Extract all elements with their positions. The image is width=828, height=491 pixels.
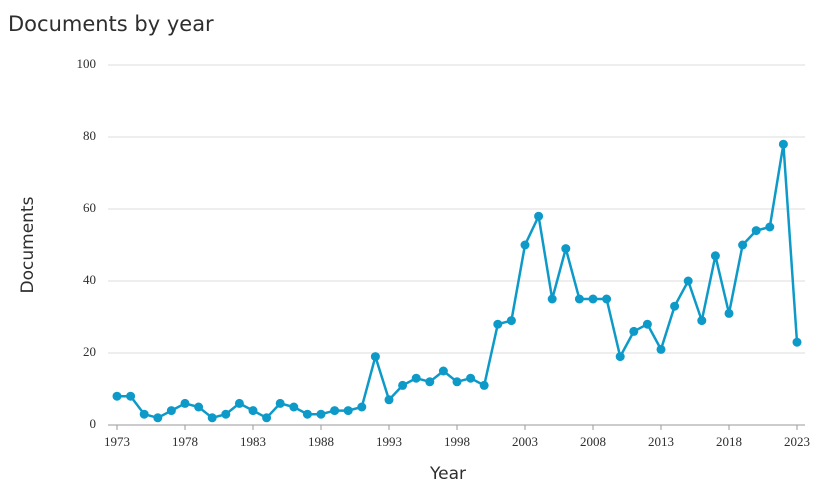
- data-point: [234, 398, 244, 408]
- x-tick-label: 2008: [580, 434, 606, 449]
- x-tick-label: 2013: [648, 434, 674, 449]
- data-point: [792, 337, 802, 347]
- data-point: [153, 413, 163, 423]
- data-point: [670, 301, 680, 311]
- x-tick-label: 1978: [172, 434, 198, 449]
- data-point: [534, 211, 544, 221]
- data-point: [629, 326, 639, 336]
- data-point: [343, 406, 353, 416]
- y-tick-label: 100: [77, 56, 97, 71]
- data-point: [615, 352, 625, 362]
- data-point: [697, 316, 707, 326]
- data-point: [506, 316, 516, 326]
- data-point: [751, 226, 761, 236]
- x-tick-label: 1988: [308, 434, 334, 449]
- data-point: [452, 377, 462, 387]
- data-point: [738, 240, 748, 250]
- data-point: [547, 294, 557, 304]
- data-point: [166, 406, 176, 416]
- data-point: [139, 409, 149, 419]
- y-axis-label: Documents: [18, 196, 38, 293]
- data-point: [221, 409, 231, 419]
- data-point: [398, 380, 408, 390]
- data-point: [479, 380, 489, 390]
- data-point: [370, 352, 380, 362]
- data-point: [411, 373, 421, 383]
- data-point: [588, 294, 598, 304]
- data-point: [574, 294, 584, 304]
- chart-title: Documents by year: [8, 12, 214, 36]
- data-point: [493, 319, 503, 329]
- data-point: [778, 139, 788, 149]
- data-point: [724, 308, 734, 318]
- data-point: [207, 413, 217, 423]
- x-tick-label: 2023: [784, 434, 810, 449]
- x-tick-label: 2003: [512, 434, 538, 449]
- y-tick-label: 40: [83, 272, 96, 287]
- data-point: [642, 319, 652, 329]
- data-point: [262, 413, 272, 423]
- data-point: [180, 398, 190, 408]
- y-tick-label: 20: [83, 344, 96, 359]
- data-point: [357, 402, 367, 412]
- x-axis-label: Year: [429, 464, 466, 484]
- data-point: [248, 406, 258, 416]
- x-tick-label: 1998: [444, 434, 470, 449]
- data-point: [302, 409, 312, 419]
- data-point: [289, 402, 299, 412]
- y-tick-label: 80: [83, 128, 96, 143]
- data-point: [194, 402, 204, 412]
- data-point: [710, 251, 720, 261]
- data-point: [602, 294, 612, 304]
- data-point: [330, 406, 340, 416]
- x-tick-label: 1993: [376, 434, 402, 449]
- data-point: [112, 391, 122, 401]
- data-point: [438, 366, 448, 376]
- data-point: [520, 240, 530, 250]
- y-tick-label: 0: [90, 416, 97, 431]
- data-point: [126, 391, 136, 401]
- y-tick-label: 60: [83, 200, 96, 215]
- data-point: [275, 398, 285, 408]
- data-point: [765, 222, 775, 232]
- data-point: [466, 373, 476, 383]
- data-point: [656, 344, 666, 354]
- x-tick-label: 1983: [240, 434, 266, 449]
- x-tick-label: 1973: [104, 434, 130, 449]
- x-tick-label: 2018: [716, 434, 742, 449]
- data-point: [384, 395, 394, 405]
- data-point: [316, 409, 326, 419]
- data-point: [425, 377, 435, 387]
- data-point: [683, 276, 693, 286]
- data-point: [561, 244, 571, 254]
